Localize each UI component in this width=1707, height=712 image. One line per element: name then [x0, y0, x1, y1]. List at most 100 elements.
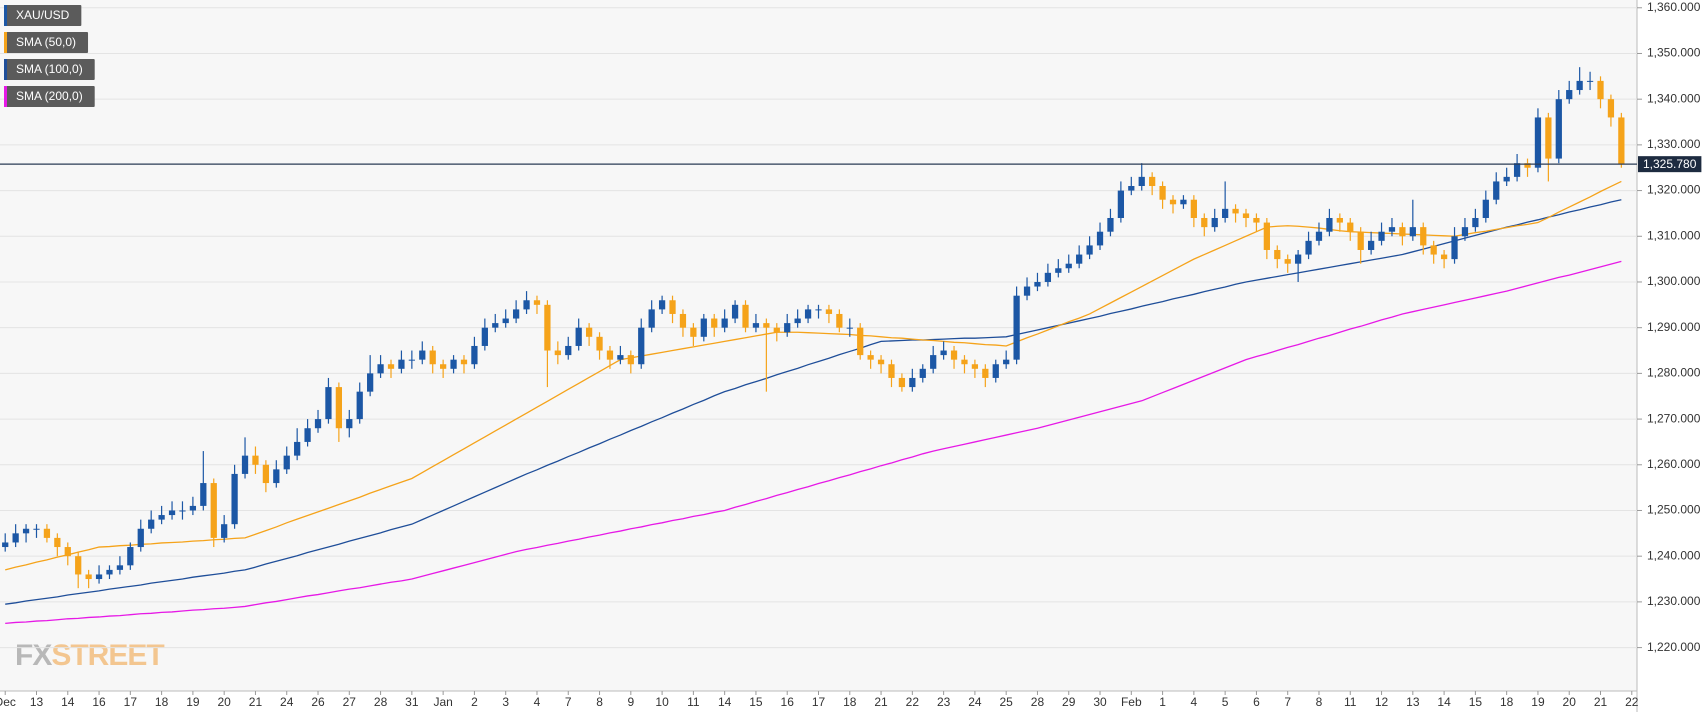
candle-body: [127, 547, 134, 566]
candle-body: [971, 364, 979, 369]
x-tick-label: 21: [249, 695, 263, 709]
candle-body: [1159, 186, 1166, 200]
candle-body: [606, 350, 614, 360]
candle-body: [1493, 181, 1500, 200]
legend-swatch: [4, 59, 7, 80]
x-tick-label: Jan: [433, 695, 452, 709]
x-tick-label: 4: [1191, 695, 1198, 709]
candle-body: [679, 313, 687, 328]
y-tick-label: 1,300.000: [1647, 274, 1701, 288]
legend-box: [4, 59, 95, 80]
candle-body: [1169, 199, 1177, 205]
sma-line: [5, 260, 1622, 625]
candle-body: [1566, 90, 1573, 100]
candle-body: [1107, 217, 1114, 232]
watermark: FXSTREET: [15, 639, 164, 672]
candle-body: [1096, 231, 1104, 246]
x-tick-label: 6: [1253, 695, 1260, 709]
y-tick-label: 1,220.000: [1647, 640, 1701, 654]
x-tick-label: 27: [343, 695, 357, 709]
x-tick-label: 22: [906, 695, 920, 709]
x-tick-label: 8: [1316, 695, 1323, 709]
y-tick-label: 1,230.000: [1647, 594, 1701, 608]
candle-body: [1440, 254, 1448, 260]
x-tick-label: 20: [217, 695, 231, 709]
candle-body: [1555, 99, 1562, 159]
plot-area: [0, 0, 1637, 691]
candle-body: [1253, 217, 1260, 223]
x-tick-label: 24: [280, 695, 294, 709]
candle-body: [846, 327, 853, 329]
candle-body: [75, 556, 82, 575]
candle-body: [794, 318, 801, 324]
x-tick-label: 3: [502, 695, 509, 709]
x-tick-label: 31: [405, 695, 419, 709]
candle-body: [1274, 249, 1281, 260]
x-tick-label: 28: [1031, 695, 1045, 709]
candle-body: [481, 327, 488, 346]
watermark-street: STREET: [51, 639, 164, 672]
candle-body: [1367, 240, 1375, 250]
candle-body: [1534, 117, 1542, 168]
candle-body: [33, 528, 40, 530]
legend-swatch: [4, 5, 7, 26]
candle-body: [575, 327, 582, 346]
candle-body: [1524, 163, 1531, 168]
legend-label: SMA (50,0): [16, 35, 76, 49]
candle-body: [367, 373, 374, 392]
x-tick-label: 16: [92, 695, 106, 709]
last-price-label: 1,325.780: [1643, 157, 1697, 171]
candle-body: [1472, 217, 1479, 228]
candle-body: [502, 318, 509, 324]
x-tick-label: 21: [1594, 695, 1608, 709]
y-tick-label: 1,260.000: [1647, 457, 1701, 471]
sma-line: [5, 180, 1622, 571]
candle-body: [825, 309, 833, 314]
legend-box: [4, 5, 82, 26]
candle-body: [440, 364, 447, 369]
candle-body: [617, 355, 624, 360]
candle-body: [241, 455, 249, 474]
candle-body: [1128, 186, 1135, 191]
candle-body: [137, 528, 144, 548]
candle-body: [1378, 231, 1385, 241]
y-tick-label: 1,330.000: [1647, 137, 1701, 151]
candle-body: [1003, 359, 1010, 365]
y-tick-label: 1,280.000: [1647, 366, 1701, 380]
candle-body: [1420, 227, 1427, 246]
candle-body: [492, 323, 499, 328]
candle-body: [512, 309, 520, 319]
candle-body: [387, 364, 395, 369]
candle-body: [596, 336, 603, 351]
x-tick-label: 9: [627, 695, 634, 709]
candle-body: [523, 300, 530, 310]
candle-body: [1597, 80, 1604, 100]
candle-body: [1336, 217, 1343, 223]
candle-body: [1295, 254, 1302, 264]
x-tick-label: 21: [874, 695, 888, 709]
candle-body: [763, 323, 770, 328]
candle-body: [231, 473, 238, 525]
x-tick-label: 17: [124, 695, 138, 709]
y-tick-label: 1,310.000: [1647, 228, 1701, 242]
candle-body: [1607, 99, 1615, 118]
x-tick-label: 28: [374, 695, 388, 709]
candle-body: [627, 355, 634, 365]
x-tick-label: 23: [937, 695, 951, 709]
candle-body: [1149, 176, 1156, 187]
candle-body: [533, 300, 541, 305]
candle-body: [325, 387, 332, 420]
candle-body: [1461, 227, 1469, 237]
x-tick-label: 25: [1000, 695, 1014, 709]
legend-item: XAU/USD: [4, 5, 82, 26]
candle-body: [1023, 286, 1031, 296]
candle-body: [773, 327, 780, 333]
candle-body: [273, 469, 280, 484]
candle-body: [179, 510, 186, 512]
candle-body: [168, 510, 176, 516]
candle-body: [1044, 272, 1052, 282]
candle-body: [1034, 281, 1041, 287]
candle-body: [1117, 190, 1125, 218]
candle-body: [1242, 213, 1250, 218]
